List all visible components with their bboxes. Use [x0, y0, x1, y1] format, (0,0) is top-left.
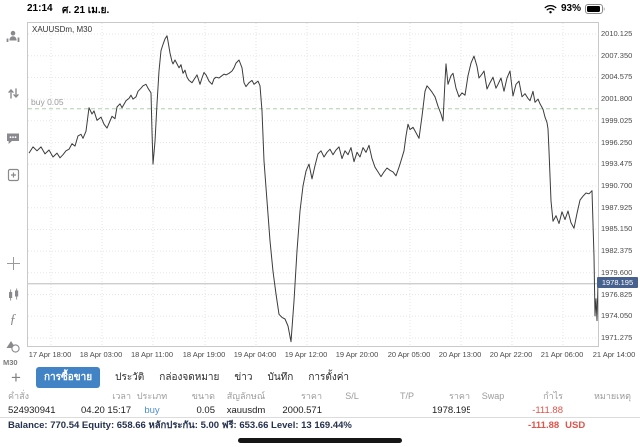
objects-icon[interactable] [3, 337, 23, 355]
time-tick-label: 19 Apr 04:00 [233, 350, 277, 359]
profit-currency: USD [565, 420, 586, 431]
current-price-badge: 1978.195 [597, 277, 638, 289]
time-tick-label: 19 Apr 20:00 [335, 350, 379, 359]
time-tick-label: 18 Apr 03:00 [79, 350, 123, 359]
col-current-price: ราคา [449, 391, 470, 401]
position-row[interactable]: 524930941 04.20 15:17 buy 0.05 xauusdm 2… [1, 403, 639, 417]
tab-journal[interactable]: บันทึก [267, 371, 294, 383]
account-summary-text: Balance: 770.54 Equity: 658.66 หลักประกั… [8, 420, 352, 431]
position-type: buy [144, 404, 160, 416]
price-tick-label: 1987.925 [601, 202, 633, 212]
status-date: ศ. 21 เม.ย. [62, 5, 110, 16]
profit-value: -111.88 [528, 420, 560, 431]
col-swap: Swap [481, 391, 505, 401]
time-tick-label: 21 Apr 14:00 [592, 350, 636, 359]
price-tick-label: 1974.050 [601, 311, 633, 321]
price-chart [28, 23, 598, 346]
chart-symbol-label: XAUUSDm, M30 [32, 25, 93, 34]
time-tick-label: 17 Apr 18:00 [28, 350, 72, 359]
tab-settings[interactable]: การตั้งค่า [308, 371, 350, 383]
col-comment: หมายเหตุ [593, 391, 631, 401]
crosshair-icon[interactable] [3, 254, 23, 272]
clock: 21:14 [27, 3, 53, 14]
add-tab-button[interactable]: + [11, 367, 21, 387]
price-tick-label: 1985.150 [601, 224, 633, 234]
col-profit: กำไร [543, 391, 563, 401]
home-indicator[interactable] [238, 438, 402, 443]
tab-trade[interactable]: การซื้อขาย [35, 366, 101, 388]
position-time: 04.20 15:17 [81, 404, 131, 416]
col-order: คำสั่ง [8, 391, 29, 401]
price-tick-label: 1993.475 [601, 159, 633, 169]
chart-type-icon[interactable] [3, 286, 23, 304]
time-tick-label: 19 Apr 12:00 [284, 350, 328, 359]
time-tick-label: 18 Apr 19:00 [182, 350, 226, 359]
position-order-id: 524930941 [8, 404, 56, 416]
col-open-price: ราคา [301, 391, 322, 401]
time-tick-label: 20 Apr 05:00 [387, 350, 431, 359]
tab-mailbox[interactable]: กล่องจดหมาย [159, 371, 220, 383]
quotes-icon[interactable] [3, 27, 23, 45]
indicators-icon[interactable]: ƒ [9, 312, 17, 327]
bottom-tab-bar: + การซื้อขาย ประวัติ กล่องจดหมาย ข่าว บั… [0, 365, 640, 389]
new-order-icon[interactable] [3, 166, 23, 184]
chart-area[interactable]: XAUUSDm, M30 buy 0.05 [27, 22, 599, 347]
battery-percent: 93% [560, 3, 581, 14]
price-tick-label: 2004.575 [601, 72, 633, 82]
chat-icon[interactable] [3, 129, 23, 147]
buy-position-label: buy 0.05 [31, 96, 64, 107]
price-tick-label: 2001.800 [601, 94, 633, 104]
price-tick-label: 1976.825 [601, 289, 633, 299]
price-tick-label: 1990.700 [601, 180, 633, 190]
tab-history[interactable]: ประวัติ [115, 371, 145, 383]
col-tp: T/P [399, 391, 414, 401]
price-tick-label: 1996.250 [601, 137, 633, 147]
price-tick-label: 1971.275 [601, 332, 633, 342]
price-tick-label: 2010.125 [601, 28, 633, 38]
position-profit: -111.88 [532, 404, 563, 416]
price-tick-label: 2007.350 [601, 50, 633, 60]
price-tick-label: 1979.600 [601, 267, 633, 277]
col-symbol: สัญลักษณ์ [226, 391, 266, 401]
col-time: เวลา [112, 391, 131, 401]
floating-profit: -111.88 USD [528, 418, 585, 433]
position-open-price: 2000.571 [282, 404, 322, 416]
price-axis: 2010.125 2007.350 2004.575 2001.800 1999.025… [598, 22, 640, 352]
price-tick-label: 1982.375 [601, 246, 633, 256]
position-symbol: xauusdm [226, 404, 266, 416]
status-bar: 21:14 ศ. 21 เม.ย. 93% [0, 0, 640, 18]
table-header-row: คำสั่ง เวลา ประเภท ขนาด สัญลักษณ์ ราคา S… [1, 389, 639, 403]
timeframe-button[interactable]: M30 [3, 358, 18, 367]
battery-icon [585, 3, 606, 14]
position-volume: 0.05 [196, 404, 216, 416]
positions-table: คำสั่ง เวลา ประเภท ขนาด สัญลักษณ์ ราคา S… [1, 389, 639, 417]
time-tick-label: 20 Apr 13:00 [438, 350, 482, 359]
time-tick-label: 21 Apr 06:00 [540, 350, 584, 359]
col-type: ประเภท [136, 391, 168, 401]
col-sl: S/L [345, 391, 359, 401]
time-tick-label: 18 Apr 11:00 [131, 350, 173, 359]
tab-news[interactable]: ข่าว [234, 371, 253, 383]
account-summary-bar: Balance: 770.54 Equity: 658.66 หลักประกั… [0, 417, 640, 434]
position-current-price: 1978.195 [432, 404, 470, 416]
price-tick-label: 1999.025 [601, 115, 633, 125]
wifi-icon [544, 4, 557, 14]
trade-arrows-icon[interactable] [3, 84, 23, 102]
col-volume: ขนาด [191, 391, 215, 401]
time-tick-label: 20 Apr 22:00 [489, 350, 533, 359]
price-series-line [28, 35, 598, 343]
